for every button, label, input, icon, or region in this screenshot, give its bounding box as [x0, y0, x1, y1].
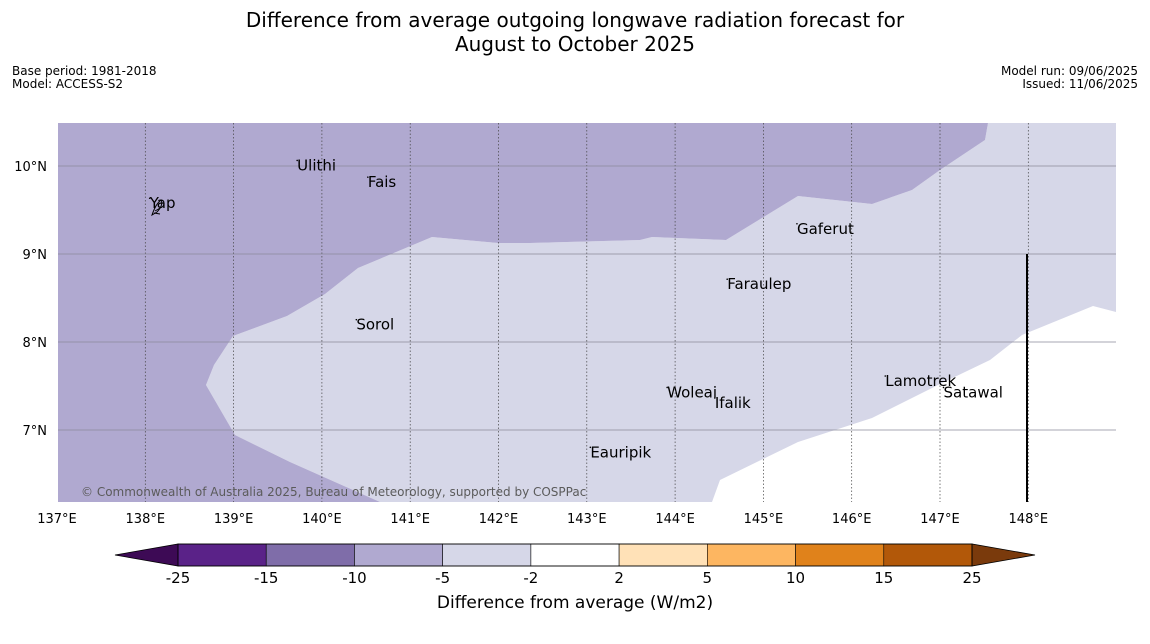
lon-tick-label: 140°E	[302, 512, 342, 527]
place-name: Ulithi	[297, 156, 336, 174]
issued-date: Issued: 11/06/2025	[1022, 77, 1138, 91]
place-name: Ifalik	[715, 394, 751, 412]
place-name: Eauripik	[590, 443, 651, 461]
colorbar-segment	[265, 543, 355, 567]
colorbar-over-arrow	[971, 543, 1036, 567]
colorbar-segment	[442, 543, 532, 567]
colorbar-segment	[530, 543, 620, 567]
lon-tick-label: 147°E	[920, 512, 960, 527]
place-name: Lamotrek	[885, 372, 956, 390]
place-name: Woleai	[667, 383, 717, 401]
map-canvas: Yap Ulithi Fais Sorol Gaferut Faraulep WoleaiI…	[14, 123, 1116, 527]
place-woleai: Woleai	[666, 383, 717, 401]
contour-minus5-to-minus2	[206, 123, 1116, 502]
place-dot	[367, 176, 369, 178]
yap-island-outline	[151, 199, 163, 217]
place-lamotrek: Lamotrek	[884, 372, 957, 390]
colorbar-segment	[883, 543, 973, 567]
place-dot	[666, 386, 668, 389]
lon-tick-label: 138°E	[126, 512, 166, 527]
place-name: Sorol	[356, 316, 394, 334]
colorbar-tick: 5	[703, 569, 713, 587]
place-ifalik: Ifalik	[714, 394, 751, 412]
place-ulithi: Ulithi	[296, 156, 336, 174]
colorbar-tick: -15	[254, 569, 279, 587]
title-line-2: August to October 2025	[454, 32, 696, 56]
colorbar-blocks	[177, 543, 973, 567]
place-dot	[942, 386, 945, 389]
model-name: Model: ACCESS-S2	[12, 77, 124, 91]
colorbar-tick: 15	[874, 569, 893, 587]
place-dot	[796, 222, 798, 225]
colorbar-segment	[707, 543, 796, 567]
model-run: Model run: 09/06/2025	[1000, 64, 1138, 78]
contour-minus10-to-minus5	[58, 123, 988, 502]
colorbar-label: Difference from average (W/m2)	[436, 593, 714, 613]
lon-tick-label: 139°E	[214, 512, 254, 527]
place-dot	[726, 278, 728, 281]
map-title: Difference from average outgoing longwav…	[0, 8, 1150, 56]
colorbar-frame	[177, 543, 973, 567]
title-line-1: Difference from average outgoing longwav…	[245, 8, 905, 32]
place-dot	[884, 375, 887, 377]
lat-tick-label: 9°N	[23, 248, 48, 263]
lon-tick-label: 137°E	[37, 512, 77, 527]
lon-tick-label: 142°E	[479, 512, 519, 527]
place-fais: Fais	[367, 173, 396, 191]
place-name: Gaferut	[797, 220, 854, 238]
lon-tick-label: 145°E	[744, 512, 784, 527]
colorbar-tick: 25	[962, 569, 981, 587]
place-dot	[589, 446, 592, 449]
place-dot	[148, 197, 151, 200]
place-gaferut: Gaferut	[796, 220, 854, 238]
place-faraulep: Faraulep	[726, 275, 791, 293]
place-eauripik: Eauripik	[589, 443, 652, 461]
colorbar-segment	[177, 543, 267, 567]
place-satawal: Satawal	[942, 383, 1003, 401]
place-dot	[355, 318, 358, 321]
place-dot	[714, 397, 716, 399]
gridlines	[58, 123, 1116, 502]
meta-right: Model run: 09/06/2025 Issued: 11/06/2025	[1001, 65, 1138, 91]
meta-left: Base period: 1981-2018 Model: ACCESS-S2	[12, 65, 157, 91]
colorbar-tick: 10	[786, 569, 805, 587]
place-name: Faraulep	[727, 275, 791, 293]
place-dot	[296, 159, 298, 162]
lat-tick-label: 8°N	[23, 336, 48, 351]
copyright-text: © Commonwealth of Australia 2025, Bureau…	[81, 485, 586, 499]
map-area: Yap Ulithi Fais Sorol Gaferut Faraulep WoleaiI…	[58, 123, 1116, 502]
lat-tick-label: 7°N	[23, 424, 48, 439]
colorbar-segment	[354, 543, 443, 567]
lon-tick-label: 146°E	[832, 512, 872, 527]
base-period: Base period: 1981-2018	[12, 64, 157, 78]
lon-tick-label: 144°E	[655, 512, 695, 527]
place-sorol: Sorol	[355, 316, 394, 334]
colorbar-tick: -2	[523, 569, 538, 587]
lon-tick-label: 143°E	[567, 512, 607, 527]
colorbar-segment	[618, 543, 708, 567]
colorbar-under-arrow	[114, 543, 179, 567]
lon-tick-label: 141°E	[390, 512, 430, 527]
place-name: Yap	[149, 194, 176, 212]
axis-ticks: 137°E 138°E 139°E 140°E 141°E 142°E 143°E 144°E…	[14, 160, 1048, 527]
colorbar-tick: 2	[614, 569, 624, 587]
lon-tick-label: 148°E	[1009, 512, 1049, 527]
colorbar-tick: -10	[342, 569, 367, 587]
colorbar-tick-labels: -25 -15 -10 -5 -2 2 5 10 15 25	[166, 569, 982, 587]
lat-tick-label: 10°N	[14, 160, 47, 175]
place-yap: Yap	[149, 194, 176, 212]
place-name: Satawal	[944, 383, 1003, 401]
place-name: Fais	[368, 173, 397, 191]
colorbar: -25 -15 -10 -5 -2 2 5 10 15 25	[114, 543, 1036, 587]
colorbar-segment	[795, 543, 885, 567]
place-labels: Yap Ulithi Fais Sorol Gaferut Faraulep WoleaiI…	[149, 156, 1003, 461]
colorbar-tick: -5	[435, 569, 450, 587]
colorbar-tick: -25	[166, 569, 191, 587]
